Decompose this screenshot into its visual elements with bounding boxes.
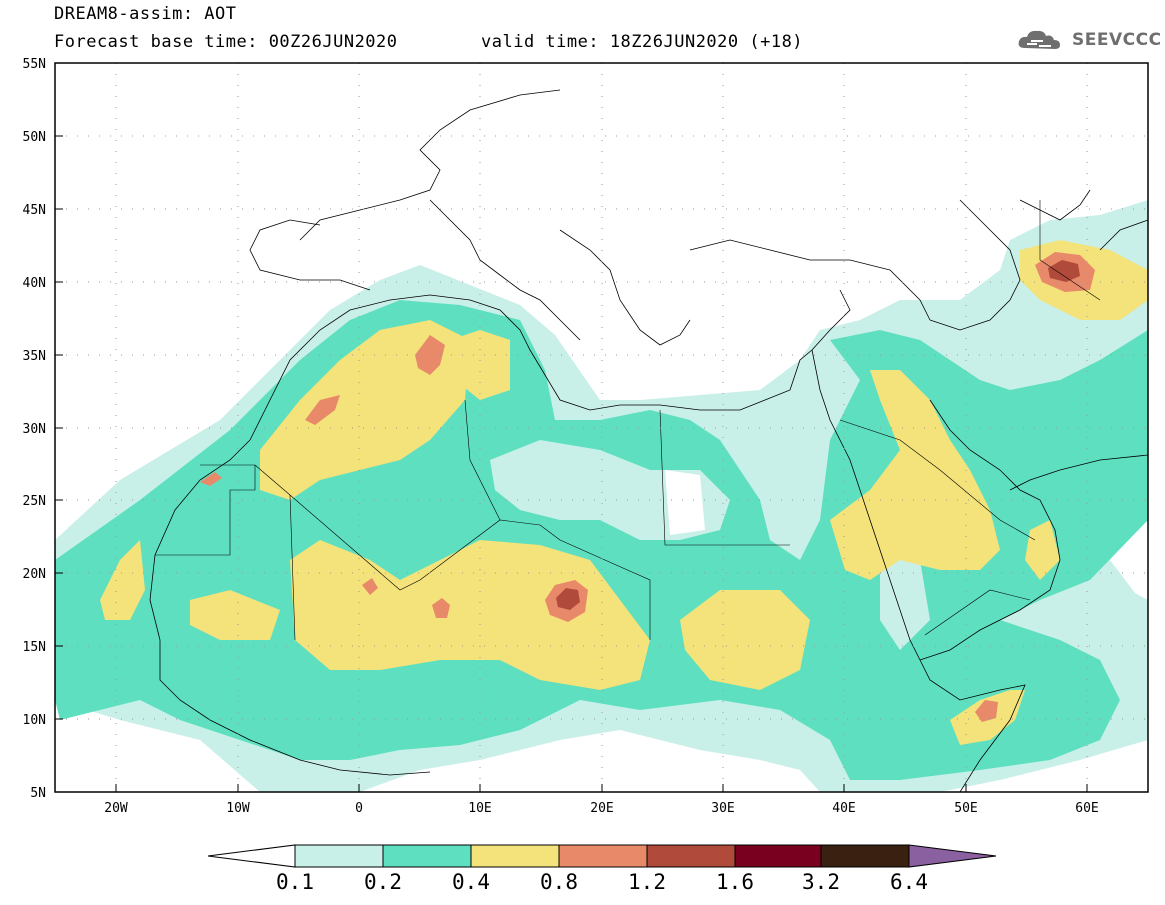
colorbar-swatch: [470, 844, 560, 868]
colorbar-swatch: [646, 844, 736, 868]
lon-tick-labels: 20W 10W 0 10E 20E 30E 40E 50E 60E: [104, 801, 1098, 816]
colorbar-label: 0.1: [276, 870, 314, 894]
lon-tick-label: 30E: [711, 801, 734, 816]
colorbar-under-arrow: [207, 844, 296, 868]
aot-contour-0.8-niger: [432, 598, 450, 618]
coastlines: [149, 89, 1148, 792]
lon-tick-label: 20W: [104, 801, 128, 816]
lon-tick-label: 20E: [590, 801, 613, 816]
colorbar-swatch: [820, 844, 910, 868]
aot-contour-0.4-sahel: [290, 540, 650, 690]
aot-contour-0.8-atlas: [305, 395, 340, 425]
colorbar-label: 6.4: [890, 870, 928, 894]
colorbar-label: 1.6: [716, 870, 754, 894]
colorbar: [207, 844, 997, 868]
colorbar-swatch: [294, 844, 384, 868]
lat-tick-label: 5N: [30, 786, 46, 801]
valid-time: valid time: 18Z26JUN2020 (+18): [481, 32, 804, 52]
aot-contour-0.8-mali: [362, 578, 378, 595]
aot-contour-0.4-oman: [1025, 520, 1060, 580]
aot-contour-1.2-turkmen: [1048, 260, 1080, 282]
aot-hole-redsea: [880, 560, 930, 650]
lat-tick-label: 55N: [23, 57, 46, 72]
lon-tick-label: 50E: [954, 801, 977, 816]
logo-text: SEEVCCC: [1072, 30, 1162, 50]
lat-tick-labels: 55N 50N 45N 40N 35N 30N 25N 20N 15N 10N …: [23, 57, 46, 801]
lon-tick-label: 40E: [832, 801, 855, 816]
lon-tick-label: 10W: [226, 801, 250, 816]
seevccc-logo: SEEVCCC: [1017, 28, 1162, 52]
aot-contour-0.8-somalia: [975, 700, 998, 722]
lat-tick-label: 30N: [23, 422, 46, 437]
lat-tick-label: 20N: [23, 567, 46, 582]
lat-tick-label: 50N: [23, 130, 46, 145]
colorbar-label: 1.2: [628, 870, 666, 894]
colorbar-label: 0.4: [452, 870, 490, 894]
aot-contour-0.4-tunisia: [450, 330, 510, 400]
lon-tick-label: 0: [355, 801, 363, 816]
colorbar-label: 3.2: [802, 870, 840, 894]
map-title: DREAM8-assim: AOT: [54, 4, 237, 24]
aot-hole-atlantic: [1060, 580, 1148, 650]
aot-contour-0.4-sudan: [680, 590, 810, 690]
aot-hole-egypt: [665, 470, 705, 535]
lat-tick-label: 40N: [23, 276, 46, 291]
lat-tick-label: 35N: [23, 349, 46, 364]
aot-contour-0.4-westafrica: [100, 540, 145, 620]
aot-contour-1.2-chad: [556, 588, 580, 610]
lat-tick-label: 25N: [23, 494, 46, 509]
graticule: [55, 63, 1148, 792]
colorbar-label: 0.2: [364, 870, 402, 894]
tick-marks: [55, 135, 1088, 792]
colorbar-label: 0.8: [540, 870, 578, 894]
lon-tick-label: 10E: [468, 801, 491, 816]
colorbar-over-arrow: [908, 844, 997, 868]
lon-tick-label: 60E: [1075, 801, 1098, 816]
lat-tick-label: 15N: [23, 640, 46, 655]
lat-tick-label: 45N: [23, 203, 46, 218]
borders: [155, 200, 1101, 641]
aot-contour-0.4-mauritania: [190, 590, 280, 640]
colorbar-swatch: [558, 844, 648, 868]
cloud-icon: [1018, 30, 1060, 49]
colorbar-swatch: [382, 844, 472, 868]
colorbar-swatch: [734, 844, 822, 868]
aot-contour-0.8-westsahara: [200, 472, 222, 486]
forecast-base-time: Forecast base time: 00Z26JUN2020: [54, 32, 398, 52]
lat-tick-label: 10N: [23, 713, 46, 728]
